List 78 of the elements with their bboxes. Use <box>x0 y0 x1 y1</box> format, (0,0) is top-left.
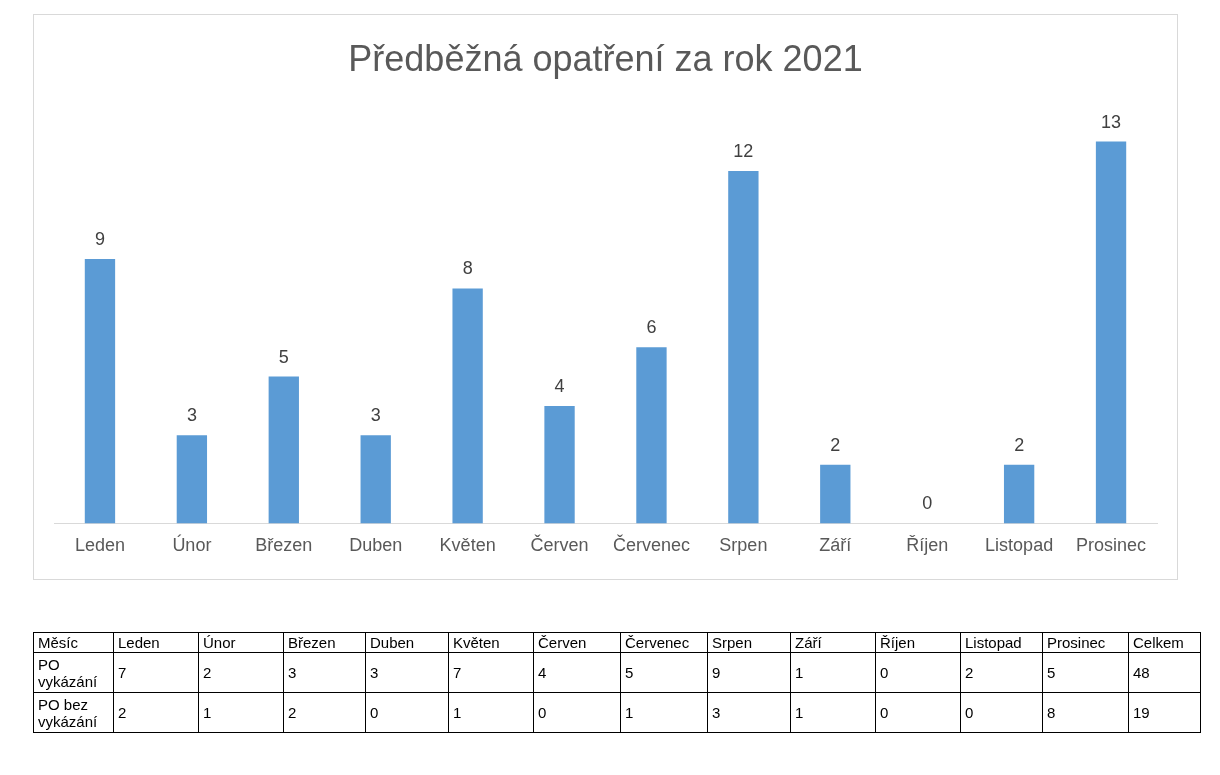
x-tick-label: Prosinec <box>1076 535 1147 556</box>
x-tick-label: Červen <box>530 534 589 556</box>
text: 8 <box>1042 692 1129 733</box>
text: 1 <box>790 652 876 693</box>
x-tick-label: Květen <box>439 535 496 556</box>
text: PO vykázání <box>33 652 114 693</box>
x-tick-label: Říjen <box>906 535 949 556</box>
text: Únor <box>198 632 284 653</box>
bar <box>360 435 391 524</box>
data-label: 13 <box>1101 111 1122 132</box>
text: 4 <box>533 652 621 693</box>
chart-title: Předběžná opatření za rok 2021 <box>348 37 863 79</box>
data-label: 2 <box>830 434 841 455</box>
data-label: 0 <box>922 493 933 514</box>
data-label: 4 <box>554 375 565 396</box>
text: 0 <box>533 692 621 733</box>
bar <box>1003 464 1035 524</box>
text: 0 <box>960 692 1043 733</box>
text: Leden <box>113 632 199 653</box>
text: 5 <box>1042 652 1129 693</box>
text: Duben <box>365 632 449 653</box>
data-label: 6 <box>646 317 657 338</box>
text: Červen <box>533 632 621 653</box>
data-label: 8 <box>462 258 473 279</box>
text: 2 <box>113 692 199 733</box>
text: 7 <box>448 652 534 693</box>
bar <box>636 347 667 524</box>
data-label: 5 <box>278 346 289 367</box>
bar <box>452 288 483 524</box>
x-tick-label: Listopad <box>985 535 1054 556</box>
text: Březen <box>283 632 366 653</box>
data-label: 12 <box>733 140 754 161</box>
x-tick-label: Leden <box>74 535 125 556</box>
bar <box>544 405 575 524</box>
text: 5 <box>620 652 708 693</box>
text: 2 <box>198 652 284 693</box>
text: 1 <box>198 692 284 733</box>
x-tick-label: Březen <box>255 535 313 556</box>
x-tick-label: Červenec <box>612 534 690 556</box>
text: 3 <box>707 692 791 733</box>
text: 9 <box>707 652 791 693</box>
text: Září <box>790 632 876 653</box>
text: Červenec <box>620 632 708 653</box>
text: 1 <box>620 692 708 733</box>
text: Říjen <box>875 632 961 653</box>
text: Prosinec <box>1042 632 1129 653</box>
text: Listopad <box>960 632 1043 653</box>
text: Měsíc <box>33 632 114 653</box>
bar <box>268 376 299 524</box>
data-label: 9 <box>94 229 105 250</box>
text: Celkem <box>1128 632 1201 653</box>
text: 0 <box>365 692 449 733</box>
data-label: 3 <box>370 405 381 426</box>
x-tick-label: Srpen <box>719 535 768 556</box>
bar <box>84 259 116 524</box>
x-tick-label: Září <box>819 535 852 556</box>
text: 7 <box>113 652 199 693</box>
data-label: 3 <box>186 405 197 426</box>
text: 48 <box>1128 652 1201 693</box>
bar <box>1095 141 1127 524</box>
text: 1 <box>448 692 534 733</box>
text: 0 <box>875 692 961 733</box>
text: 3 <box>283 652 366 693</box>
text: 1 <box>790 692 876 733</box>
text: 3 <box>365 652 449 693</box>
text: 19 <box>1128 692 1201 733</box>
x-tick-label: Únor <box>172 534 212 556</box>
bar <box>176 435 208 524</box>
x-tick-label: Duben <box>349 535 403 556</box>
text: 0 <box>875 652 961 693</box>
text: PO bez vykázání <box>33 692 114 733</box>
text: 2 <box>960 652 1043 693</box>
text: Květen <box>448 632 534 653</box>
text: Srpen <box>707 632 791 653</box>
text: 2 <box>283 692 366 733</box>
data-label: 2 <box>1014 434 1025 455</box>
bar <box>820 464 851 524</box>
bar <box>728 170 759 524</box>
